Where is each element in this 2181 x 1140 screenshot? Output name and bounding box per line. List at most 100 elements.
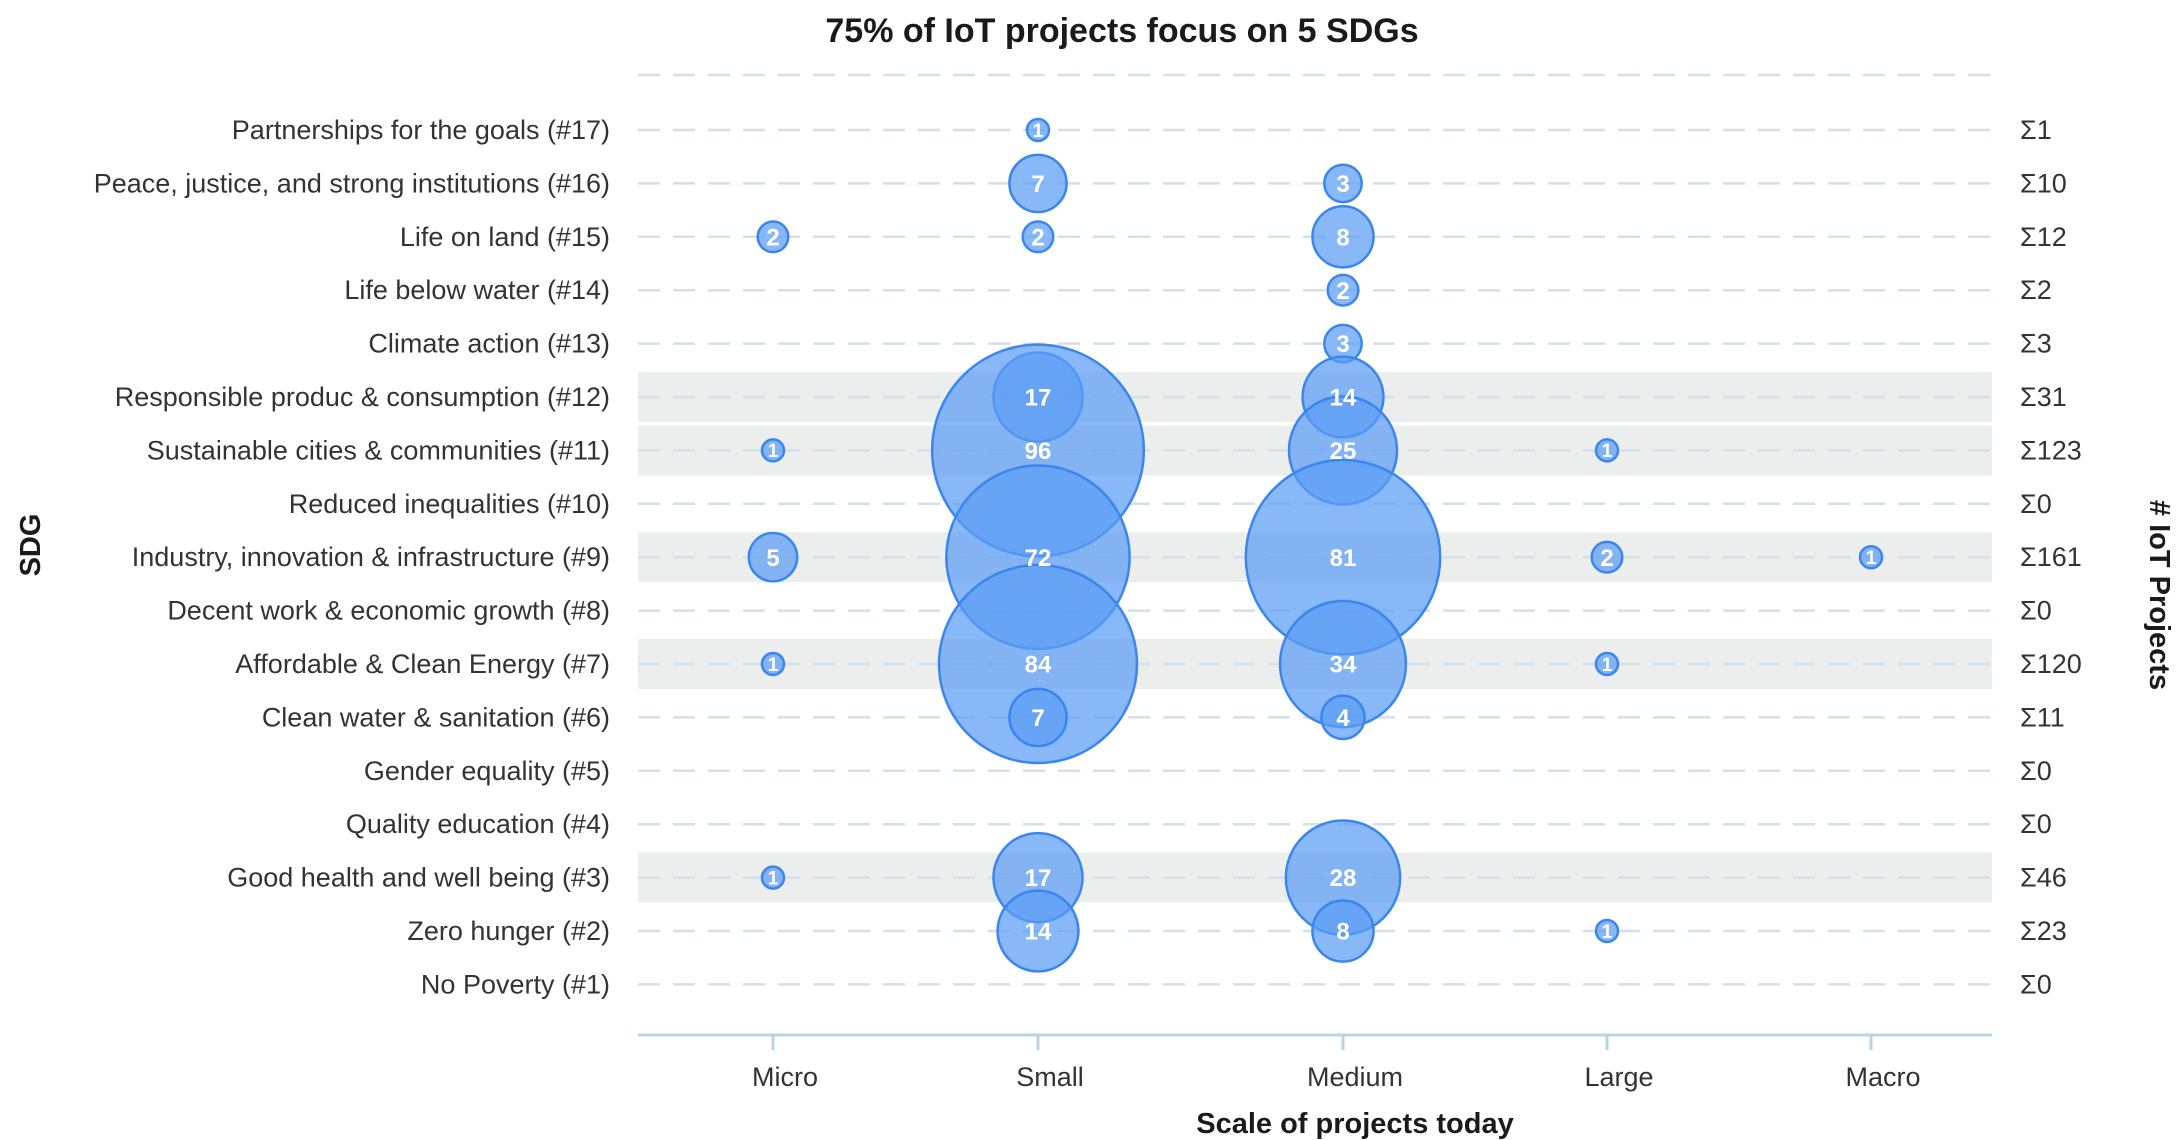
row-sum-label: Σ2: [2020, 275, 2052, 305]
bubble-value-label: 17: [1025, 865, 1052, 892]
row-sum-labels: Σ1 Σ10 Σ12 Σ2 Σ3 Σ31 Σ123 Σ0 Σ161 Σ0 Σ120 Σ11 Σ0 Σ0 Σ4…: [2020, 115, 2082, 999]
bubble: [1590, 540, 1624, 574]
sdg-row-label: Climate action (#13): [368, 329, 610, 359]
row-sum-label: Σ161: [2020, 542, 2082, 572]
sdg-row-label: Partnerships for the goals (#17): [232, 115, 610, 145]
bubble-value-label: 34: [1330, 652, 1357, 679]
sdg-row-label: Reduced inequalities (#10): [289, 489, 610, 519]
bubble: [760, 438, 786, 463]
bubble: [1008, 153, 1068, 214]
bubble: [1320, 694, 1366, 741]
right-axis-title: # IoT Projects: [2143, 500, 2175, 690]
y-axis-title: SDG: [15, 514, 47, 577]
sdg-row-label: Good health and well being (#3): [227, 863, 610, 893]
row-sum-label: Σ31: [2020, 382, 2067, 412]
bubble: [937, 563, 1139, 765]
bubble: [760, 651, 786, 677]
chart-title: 75% of IoT projects focus on 5 SDGs: [825, 12, 1418, 50]
bubble-value-label: 72: [1025, 545, 1052, 572]
bubble-value-label: 1: [1602, 655, 1613, 676]
bubble-value-label: 2: [1336, 278, 1349, 305]
sdg-row-label: Peace, justice, and strong institutions …: [94, 168, 610, 198]
sdg-row-label: Responsible produc & consumption (#12): [115, 382, 610, 412]
bubble-value-label: 81: [1330, 545, 1357, 572]
row-sum-label: Σ0: [2020, 489, 2052, 519]
bubble-value-label: 5: [766, 545, 779, 572]
sdg-row-label: Zero hunger (#2): [407, 916, 610, 946]
bubble: [760, 865, 786, 890]
row-sum-label: Σ120: [2020, 649, 2082, 679]
bubble-value-label: 1: [768, 868, 779, 889]
bubble-value-label: 1: [1866, 548, 1877, 569]
bubble: [1594, 438, 1620, 463]
bubble-value-label: 3: [1336, 171, 1349, 198]
row-sum-label: Σ23: [2020, 916, 2067, 946]
row-sum-label: Σ3: [2020, 329, 2052, 359]
sdg-row-label: Life on land (#15): [400, 222, 610, 252]
bubble: [1025, 117, 1051, 143]
row-sum-label: Σ0: [2020, 809, 2052, 839]
row-sum-label: Σ12: [2020, 222, 2067, 252]
bubble-value-label: 1: [768, 655, 779, 676]
row-sum-label: Σ123: [2020, 435, 2082, 465]
bubble: [1594, 918, 1620, 944]
bubble: [1323, 163, 1363, 204]
sdg-row-label: Sustainable cities & communities (#11): [147, 435, 610, 465]
sdg-row-label: Decent work & economic growth (#8): [167, 596, 610, 626]
bubble: [1594, 651, 1620, 677]
bubble: [756, 220, 790, 254]
bubble: [1858, 544, 1884, 570]
sdg-row-label: Affordable & Clean Energy (#7): [235, 649, 610, 679]
sdg-row-label: Life below water (#14): [344, 275, 610, 305]
y-axis-labels: Partnerships for the goals (#17) Peace, j…: [94, 115, 610, 999]
bubble: [996, 889, 1080, 973]
x-tick-label: Small: [1016, 1062, 1084, 1092]
bubble-value-label: 2: [1600, 545, 1613, 572]
sdg-row-label: Clean water & sanitation (#6): [262, 702, 610, 732]
bubble-value-label: 1: [1602, 441, 1613, 462]
bubble-value-label: 17: [1025, 385, 1052, 412]
sdg-row-label: Gender equality (#5): [364, 756, 610, 786]
sdg-row-label: No Poverty (#1): [421, 969, 610, 999]
bubble-value-label: 96: [1025, 438, 1052, 465]
bubble: [1326, 273, 1360, 307]
bubble-value-label: 14: [1330, 385, 1357, 412]
bubble-value-label: 3: [1336, 331, 1349, 358]
bubble: [1021, 220, 1055, 254]
x-tick-label: Medium: [1307, 1062, 1403, 1092]
bubble-value-label: 8: [1336, 919, 1349, 946]
bubble: [1311, 899, 1375, 963]
bubble-value-label: 8: [1336, 224, 1349, 251]
row-sum-label: Σ0: [2020, 969, 2052, 999]
sdg-row-label: Industry, innovation & infrastructure (#…: [132, 542, 610, 572]
x-axis-title: Scale of projects today: [1196, 1108, 1514, 1140]
bubble-value-label: 14: [1025, 919, 1052, 946]
row-sum-label: Σ10: [2020, 168, 2067, 198]
bubble-value-label: 4: [1336, 705, 1350, 732]
bubble-value-label: 2: [766, 224, 779, 251]
bubble-value-label: 2: [1031, 224, 1044, 251]
row-sum-label: Σ46: [2020, 863, 2067, 893]
row-sum-label: Σ0: [2020, 756, 2052, 786]
bubble-value-label: 28: [1330, 865, 1357, 892]
bubble-value-label: 1: [768, 441, 779, 462]
bubble-value-label: 1: [1602, 922, 1613, 943]
bubble-value-label: 25: [1330, 438, 1357, 465]
row-sum-label: Σ0: [2020, 596, 2052, 626]
x-tick-label: Micro: [752, 1062, 818, 1092]
bubble-value-label: 84: [1025, 652, 1052, 679]
x-tick-label: Macro: [1845, 1062, 1920, 1092]
bubble-value-label: 1: [1033, 121, 1044, 142]
x-axis-ticks: Micro Small Medium Large Macro: [752, 1035, 1921, 1092]
bubble: [1311, 205, 1375, 269]
x-tick-label: Large: [1584, 1062, 1653, 1092]
bubble: [747, 531, 799, 583]
bubble: [1008, 687, 1068, 748]
row-sum-label: Σ11: [2020, 702, 2065, 732]
row-sum-label: Σ1: [2020, 115, 2052, 145]
sdg-row-label: Quality education (#4): [346, 809, 610, 839]
bubble-value-label: 7: [1031, 705, 1044, 732]
bubble-value-label: 7: [1031, 171, 1044, 198]
